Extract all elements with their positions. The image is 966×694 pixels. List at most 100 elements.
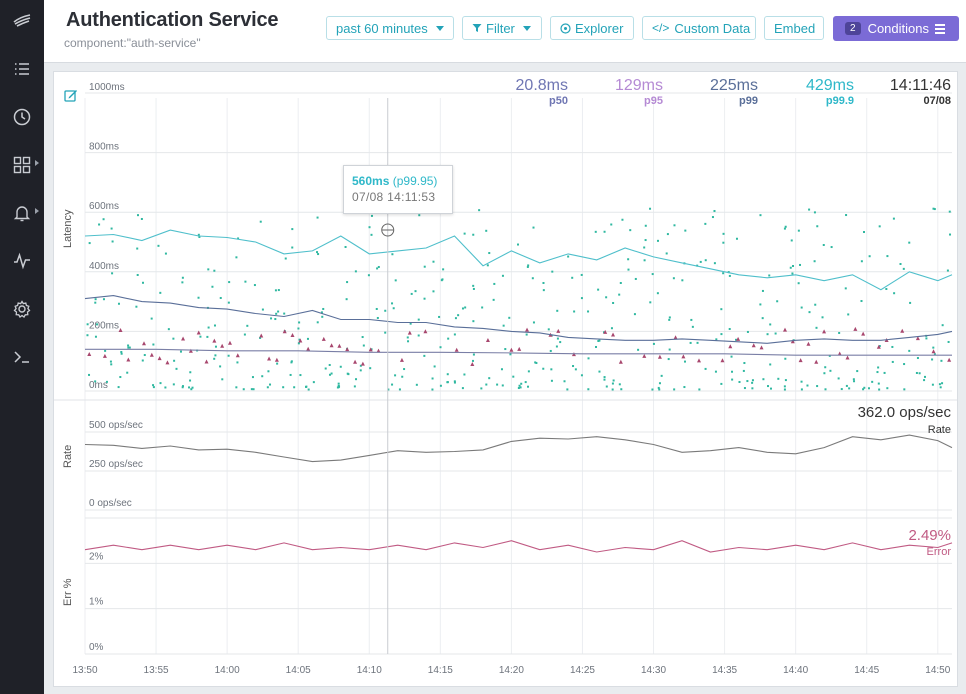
bell-icon[interactable]	[0, 193, 44, 233]
latency-sample-dot	[236, 361, 239, 364]
latency-sample-dot	[656, 239, 659, 242]
submenu-caret-icon	[35, 160, 39, 166]
filter-dropdown[interactable]: Filter	[462, 16, 542, 40]
latency-sample-dot	[941, 324, 944, 327]
terminal-icon[interactable]	[0, 337, 44, 377]
latency-sample-dot	[244, 280, 247, 283]
latency-error-marker	[485, 337, 490, 342]
latency-sample-dot	[496, 383, 499, 386]
latency-sample-dot	[274, 318, 277, 321]
latency-sample-dot	[689, 341, 692, 344]
latency-sample-dot	[567, 255, 570, 258]
rate-series-label: Rate	[928, 424, 951, 436]
latency-sample-dot	[289, 373, 292, 376]
latency-error-marker	[157, 356, 162, 361]
latency-sample-dot	[486, 264, 489, 267]
clock-icon[interactable]	[0, 97, 44, 137]
latency-sample-dot	[885, 287, 888, 290]
latency-sample-dot	[478, 209, 481, 212]
latency-sample-dot	[369, 367, 372, 370]
latency-sample-dot	[461, 307, 464, 310]
latency-sample-dot	[627, 258, 630, 261]
latency-error-marker	[814, 359, 819, 364]
gear-icon[interactable]	[0, 289, 44, 329]
latency-sample-dot	[643, 246, 646, 249]
latency-sample-dot	[791, 272, 794, 275]
latency-sample-dot	[746, 330, 749, 333]
dashboard-grid-icon[interactable]	[0, 145, 44, 185]
latency-sample-dot	[527, 264, 530, 267]
latency-sample-dot	[500, 368, 503, 371]
time-range-dropdown[interactable]: past 60 minutes	[326, 16, 454, 40]
latency-error-marker	[321, 336, 326, 341]
latency-sample-dot	[150, 317, 153, 320]
metrics-panel: 1000ms 800ms 600ms 400ms 200ms 0ms Latency 500 …	[53, 71, 958, 687]
latency-sample-dot	[277, 289, 280, 292]
tooltip-timestamp: 07/08 14:11:53	[352, 190, 436, 204]
latency-sample-dot	[251, 376, 254, 379]
latency-sample-dot	[665, 252, 668, 255]
latency-sample-dot	[198, 235, 201, 238]
latency-sample-dot	[387, 388, 390, 391]
latency-error-marker	[837, 351, 842, 356]
latency-sample-dot	[453, 381, 456, 384]
metrics-chart[interactable]: 1000ms 800ms 600ms 400ms 200ms 0ms Latency 500 …	[54, 72, 957, 686]
activity-icon[interactable]	[0, 241, 44, 281]
error-tick-label: 2%	[89, 551, 104, 562]
latency-sample-dot	[384, 309, 387, 312]
latency-error-marker	[181, 336, 186, 341]
embed-button[interactable]: Embed	[764, 16, 824, 40]
latency-sample-dot	[868, 255, 871, 258]
latency-sample-dot	[164, 386, 167, 389]
latency-sample-dot	[283, 312, 286, 315]
latency-sample-dot	[284, 257, 287, 260]
latency-sample-dot	[418, 214, 421, 217]
time-tick-label: 14:50	[925, 665, 950, 676]
latency-sample-dot	[297, 327, 300, 330]
latency-sample-dot	[167, 328, 170, 331]
latency-sample-dot	[610, 223, 613, 226]
latency-sample-dot	[751, 381, 754, 384]
latency-sample-dot	[789, 266, 792, 269]
latency-sample-dot	[847, 313, 850, 316]
latency-sample-dot	[346, 372, 349, 375]
logo-icon[interactable]	[0, 0, 44, 40]
latency-sample-dot	[746, 380, 749, 383]
latency-sample-dot	[605, 296, 608, 299]
latency-sample-dot	[691, 325, 694, 328]
error-series-label: Error	[927, 546, 952, 558]
latency-sample-dot	[447, 337, 450, 340]
latency-sample-dot	[877, 366, 880, 369]
explorer-button[interactable]: Explorer	[550, 16, 634, 40]
latency-sample-dot	[242, 388, 245, 391]
latency-sample-dot	[96, 323, 99, 326]
latency-sample-dot	[189, 371, 192, 374]
latency-sample-dot	[611, 388, 614, 391]
latency-sample-dot	[783, 388, 786, 391]
latency-sample-dot	[580, 374, 583, 377]
latency-sample-dot	[502, 324, 505, 327]
latency-sample-dot	[824, 366, 827, 369]
latency-sample-dot	[909, 301, 912, 304]
latency-sample-dot	[644, 224, 647, 227]
latency-sample-dot	[908, 349, 911, 352]
latency-sample-dot	[731, 378, 734, 381]
funnel-icon	[472, 24, 482, 32]
custom-data-button[interactable]: </> Custom Data	[642, 16, 756, 40]
latency-sample-dot	[305, 385, 308, 388]
edit-icon[interactable]	[64, 88, 78, 102]
latency-sample-dot	[207, 268, 210, 271]
conditions-button[interactable]: 2 Conditions	[833, 16, 959, 41]
latency-sample-dot	[317, 253, 320, 256]
latency-sample-dot	[128, 346, 131, 349]
latency-sample-dot	[290, 360, 293, 363]
error-tick-label: 0%	[89, 642, 104, 653]
time-tick-label: 14:00	[215, 665, 240, 676]
latency-sample-dot	[94, 380, 97, 383]
latency-sample-dot	[814, 303, 817, 306]
stat-p99-value: 225ms	[709, 77, 758, 94]
list-icon[interactable]	[0, 49, 44, 89]
latency-sample-dot	[391, 253, 394, 256]
latency-sample-dot	[829, 369, 832, 372]
latency-sample-dot	[620, 388, 623, 391]
